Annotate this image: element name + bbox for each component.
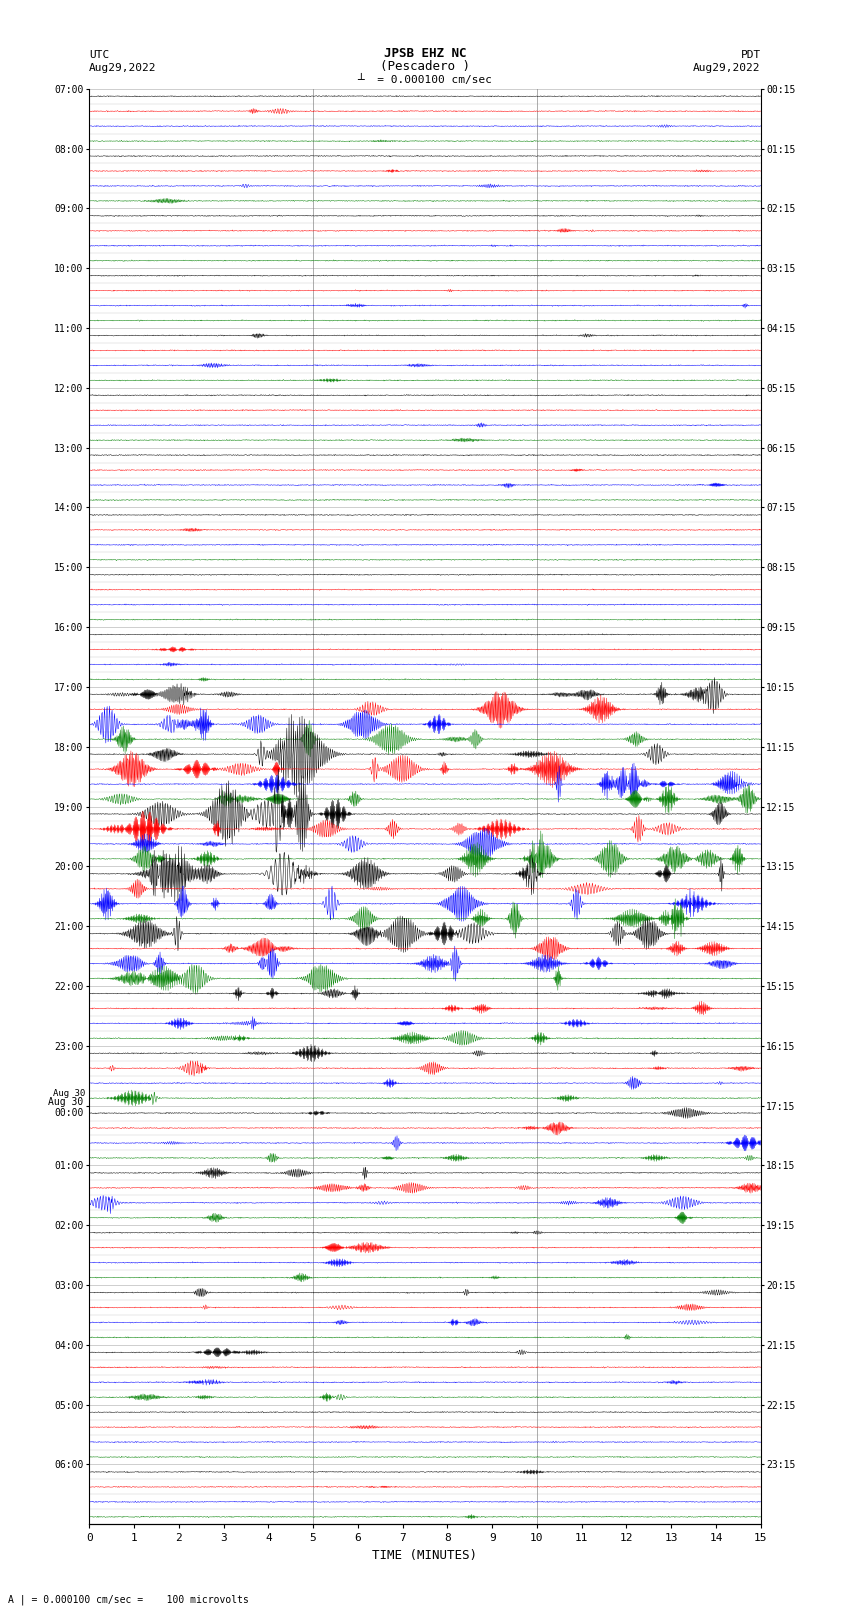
- Text: JPSB EHZ NC: JPSB EHZ NC: [383, 47, 467, 60]
- Text: Aug 30: Aug 30: [53, 1089, 85, 1097]
- Text: ┴  = 0.000100 cm/sec: ┴ = 0.000100 cm/sec: [358, 74, 492, 85]
- Text: UTC: UTC: [89, 50, 110, 60]
- X-axis label: TIME (MINUTES): TIME (MINUTES): [372, 1548, 478, 1561]
- Text: PDT: PDT: [740, 50, 761, 60]
- Text: A | = 0.000100 cm/sec =    100 microvolts: A | = 0.000100 cm/sec = 100 microvolts: [8, 1594, 249, 1605]
- Text: Aug29,2022: Aug29,2022: [89, 63, 156, 73]
- Text: (Pescadero ): (Pescadero ): [380, 60, 470, 73]
- Text: Aug29,2022: Aug29,2022: [694, 63, 761, 73]
